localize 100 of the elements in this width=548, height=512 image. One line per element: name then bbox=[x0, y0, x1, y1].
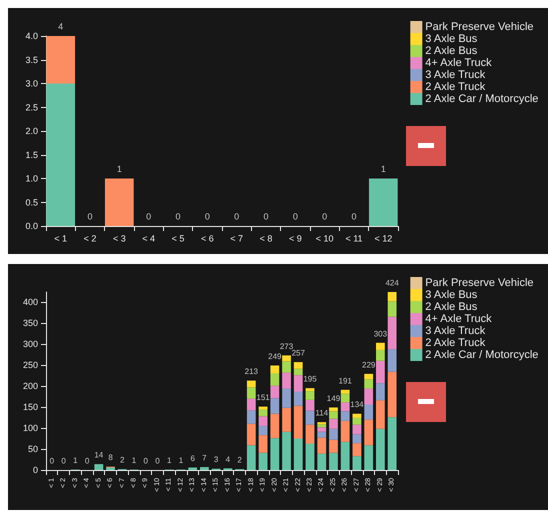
total-label: 0 bbox=[292, 212, 298, 222]
y-tick-label: 0 bbox=[32, 465, 38, 475]
y-tick-label: 350 bbox=[22, 318, 38, 328]
bar bbox=[329, 407, 338, 412]
bar bbox=[329, 418, 338, 429]
legend-label: 2 Axle Car / Motorcycle bbox=[425, 349, 538, 361]
total-label: 0 bbox=[204, 212, 210, 222]
total-label: 229 bbox=[362, 360, 376, 370]
legend-label: 2 Axle Bus bbox=[425, 45, 478, 57]
bar bbox=[294, 362, 303, 369]
y-tick-label: 150 bbox=[22, 402, 38, 412]
bar bbox=[376, 350, 385, 361]
legend-label: 3 Axle Truck bbox=[425, 69, 486, 81]
y-tick-label: 3.0 bbox=[25, 78, 38, 88]
y-tick-label: 1.0 bbox=[25, 174, 38, 184]
y-tick-label: 2.0 bbox=[25, 126, 38, 136]
legend-label: 2 Axle Truck bbox=[425, 81, 486, 93]
total-label: 0 bbox=[146, 212, 152, 222]
bar bbox=[306, 388, 314, 392]
bar bbox=[340, 411, 350, 421]
x-tick-label: < 4 bbox=[142, 234, 156, 244]
bar bbox=[376, 342, 385, 350]
total-label: 4 bbox=[58, 22, 64, 32]
bar bbox=[258, 426, 268, 436]
total-label: 149 bbox=[326, 394, 341, 403]
x-tick-label: < 12 bbox=[374, 234, 392, 244]
bar bbox=[340, 394, 350, 402]
bar bbox=[306, 424, 314, 444]
bar bbox=[258, 416, 268, 426]
total-label: 0 bbox=[87, 212, 93, 222]
bar bbox=[104, 178, 134, 226]
bar bbox=[46, 84, 76, 226]
bar bbox=[258, 410, 268, 416]
bar bbox=[376, 383, 385, 400]
bar bbox=[188, 467, 198, 470]
legend-label: 3 Axle Bus bbox=[425, 33, 478, 45]
bar bbox=[352, 434, 362, 444]
y-tick-label: 3.5 bbox=[25, 54, 38, 65]
total-label: 1 bbox=[73, 456, 78, 466]
bar bbox=[270, 373, 280, 386]
total-label: 6 bbox=[190, 454, 196, 463]
bar bbox=[388, 372, 397, 418]
bar bbox=[258, 435, 268, 453]
bar bbox=[258, 452, 268, 470]
bar bbox=[388, 292, 397, 302]
bar bbox=[306, 400, 314, 411]
bar bbox=[317, 454, 326, 470]
bar bbox=[364, 374, 374, 380]
bar bbox=[388, 417, 397, 470]
total-label: 14 bbox=[94, 450, 104, 460]
bar bbox=[246, 380, 256, 388]
total-label: 114 bbox=[315, 408, 329, 418]
bar bbox=[282, 408, 291, 432]
total-label: 0 bbox=[155, 456, 160, 466]
bar bbox=[246, 445, 256, 470]
total-label: 257 bbox=[292, 348, 306, 358]
bar bbox=[376, 400, 385, 429]
bar bbox=[294, 438, 303, 470]
legend-label: 2 Axle Bus bbox=[425, 301, 478, 313]
y-tick-label: 250 bbox=[22, 360, 38, 370]
bar bbox=[364, 420, 374, 446]
bar bbox=[270, 365, 280, 374]
x-tick-label: < 8 bbox=[260, 234, 272, 244]
bar bbox=[294, 368, 303, 376]
bar bbox=[388, 349, 397, 372]
x-tick-label: < 5 bbox=[172, 234, 184, 244]
bar bbox=[317, 438, 326, 454]
y-tick-label: 100 bbox=[22, 423, 38, 434]
total-label: 7 bbox=[202, 454, 208, 463]
x-tick-label: < 10 bbox=[316, 234, 334, 244]
bar bbox=[352, 456, 362, 470]
bar bbox=[282, 372, 291, 389]
total-label: 0 bbox=[50, 456, 55, 466]
y-tick-label: 50 bbox=[28, 444, 38, 454]
bar bbox=[317, 432, 326, 438]
x-tick-label: < 2 bbox=[84, 234, 96, 244]
legend-label: Park Preserve Vehicle bbox=[425, 21, 534, 33]
x-tick-label: < 1 bbox=[54, 234, 68, 244]
bar bbox=[317, 424, 326, 428]
bar bbox=[376, 360, 385, 384]
x-tick-label: < 11 bbox=[345, 234, 363, 244]
total-label: 424 bbox=[385, 278, 400, 288]
total-label: 0 bbox=[61, 456, 66, 466]
legend-label: 2 Axle Car / Motorcycle bbox=[425, 93, 538, 105]
total-label: 8 bbox=[108, 453, 114, 462]
bar bbox=[352, 424, 362, 434]
legend-label: 3 Axle Truck bbox=[425, 325, 486, 337]
bar bbox=[246, 410, 256, 424]
bar bbox=[294, 375, 303, 392]
legend-label: 4+ Axle Truck bbox=[425, 57, 492, 69]
total-label: 0 bbox=[84, 456, 90, 466]
y-tick-label: 300 bbox=[22, 339, 38, 350]
bar bbox=[246, 424, 256, 446]
total-label: 1 bbox=[380, 164, 386, 174]
y-tick-label: 0.0 bbox=[25, 221, 38, 231]
bar bbox=[317, 427, 326, 432]
bar bbox=[340, 442, 350, 470]
bar bbox=[306, 444, 314, 470]
total-label: 3 bbox=[214, 455, 219, 464]
legend-label: 2 Axle Truck bbox=[425, 337, 486, 349]
